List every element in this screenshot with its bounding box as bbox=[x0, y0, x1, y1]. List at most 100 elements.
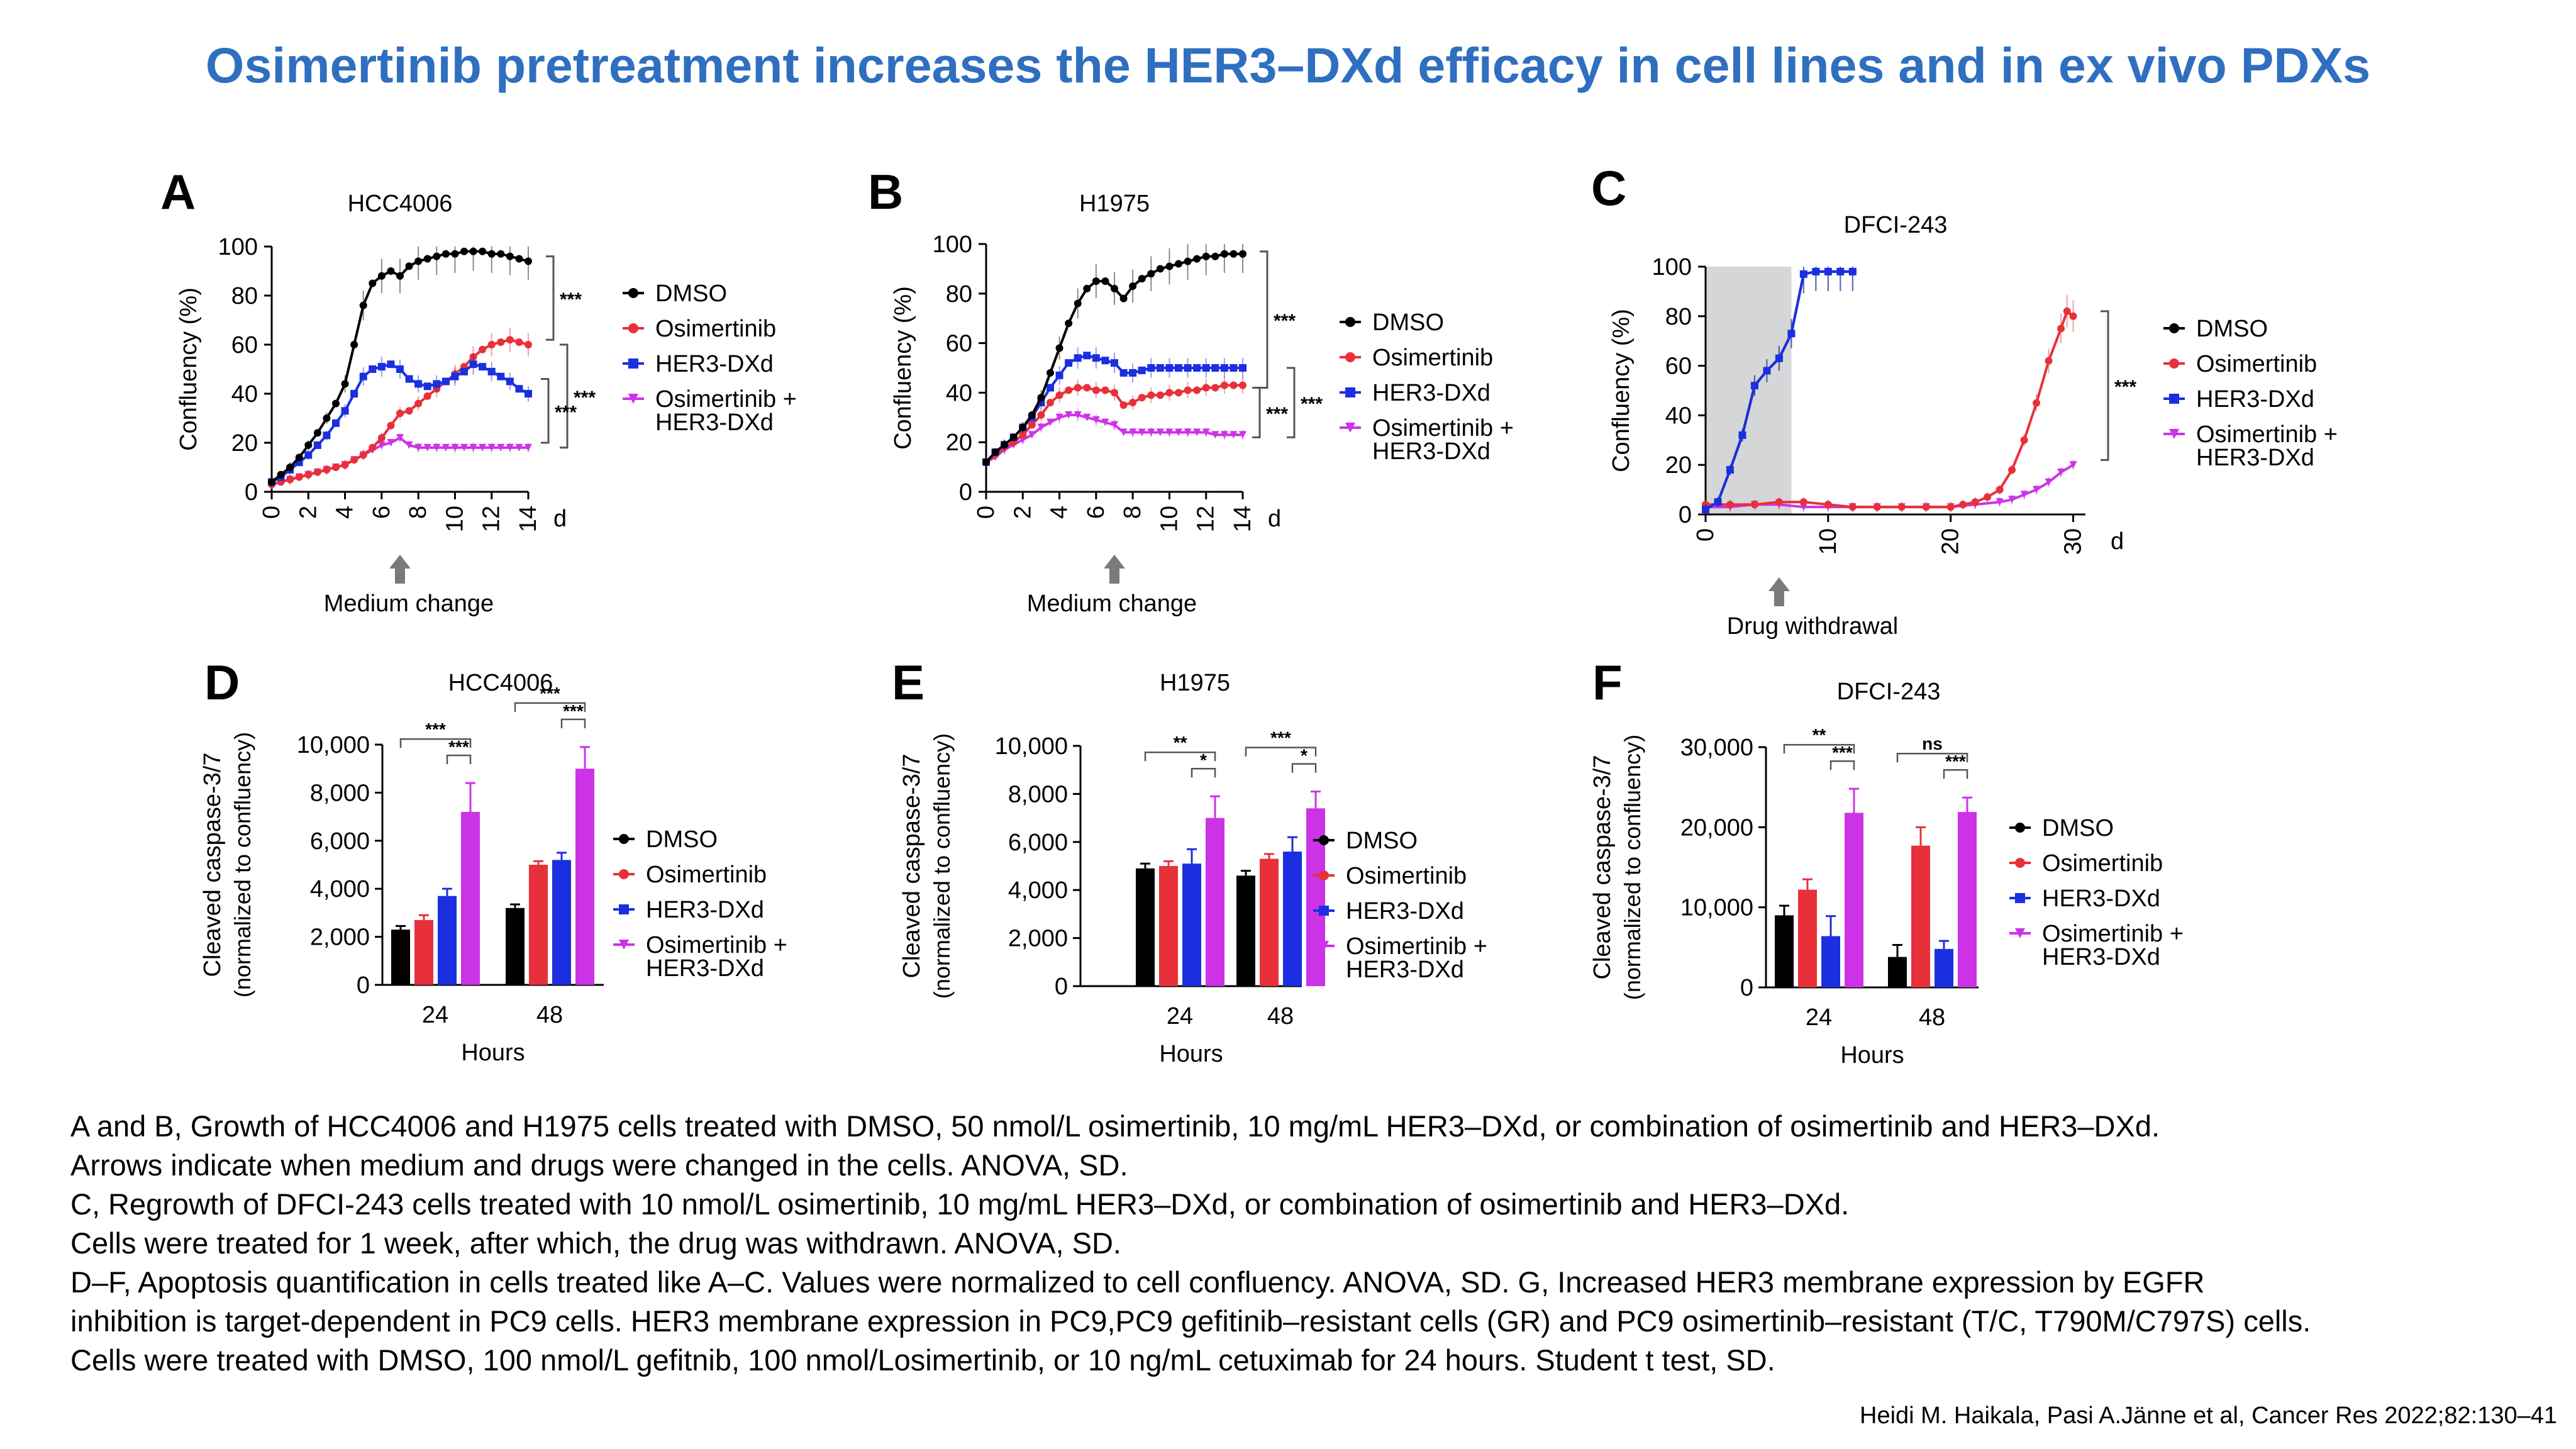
data-point bbox=[1763, 367, 1771, 375]
bar bbox=[575, 769, 594, 985]
legend-label: Osimertinib bbox=[1372, 345, 1493, 371]
data-point bbox=[479, 363, 487, 371]
x-unit-label: d bbox=[1268, 506, 1281, 532]
data-point bbox=[1147, 391, 1155, 399]
data-point bbox=[1824, 267, 1832, 275]
y-tick-label: 10,000 bbox=[1680, 895, 1753, 921]
data-point bbox=[1083, 384, 1091, 392]
legend-label: Osimertinib bbox=[2196, 351, 2317, 377]
bar bbox=[1260, 858, 1279, 986]
citation: Heidi M. Haikala, Pasi A.Jänne et al, Ca… bbox=[1860, 1402, 2557, 1429]
data-point bbox=[515, 443, 523, 452]
y-tick-label: 10,000 bbox=[995, 733, 1068, 760]
data-point bbox=[1165, 389, 1174, 397]
x-tick-label: 10 bbox=[441, 506, 468, 532]
data-point bbox=[387, 360, 395, 369]
data-point bbox=[1175, 428, 1182, 436]
data-point bbox=[1726, 501, 1734, 509]
data-point bbox=[506, 336, 514, 344]
significance-label: *** bbox=[540, 684, 560, 703]
legend-marker bbox=[2015, 928, 2025, 938]
data-point bbox=[1239, 431, 1246, 439]
x-tick-label: 14 bbox=[515, 506, 541, 532]
data-point bbox=[1799, 498, 1807, 506]
legend-label: Osimertinib bbox=[1346, 863, 1467, 889]
data-point bbox=[1220, 250, 1228, 258]
data-point bbox=[396, 272, 404, 280]
data-point bbox=[1211, 384, 1219, 392]
legend-marker bbox=[628, 323, 638, 333]
y-tick-label: 100 bbox=[1652, 254, 1692, 280]
x-tick-label: 4 bbox=[1046, 506, 1073, 519]
data-point bbox=[1897, 503, 1906, 511]
bar bbox=[1911, 845, 1930, 987]
data-point bbox=[304, 470, 313, 479]
data-point bbox=[982, 458, 990, 466]
data-point bbox=[396, 409, 404, 418]
chart-title: HCC4006 bbox=[448, 670, 553, 696]
data-point bbox=[506, 443, 514, 452]
y-tick-label: 100 bbox=[218, 234, 258, 260]
data-point bbox=[350, 456, 358, 464]
y-tick-label: 40 bbox=[1665, 402, 1692, 429]
legend-label: Osimertinib bbox=[2042, 850, 2163, 877]
x-tick-label: 48 bbox=[536, 1002, 563, 1028]
data-point bbox=[1111, 284, 1118, 292]
data-point bbox=[1019, 431, 1027, 439]
data-point bbox=[423, 382, 431, 391]
data-point bbox=[295, 473, 303, 481]
significance-bracket bbox=[541, 378, 550, 444]
data-point bbox=[1211, 364, 1219, 372]
data-point bbox=[1037, 411, 1045, 419]
data-point bbox=[1202, 428, 1210, 436]
data-point bbox=[2020, 436, 2028, 444]
bar bbox=[1136, 868, 1155, 986]
data-point bbox=[304, 451, 313, 459]
y-tick-label: 10,000 bbox=[297, 732, 370, 758]
data-point bbox=[451, 372, 459, 380]
significance-label: * bbox=[1200, 750, 1207, 770]
data-point bbox=[1156, 391, 1164, 399]
legend-label: DMSO bbox=[2196, 316, 2268, 342]
data-point bbox=[1193, 364, 1201, 372]
data-point bbox=[2008, 496, 2016, 504]
data-point bbox=[1037, 394, 1045, 402]
data-point bbox=[1726, 466, 1734, 474]
legend-label: Osimertinib bbox=[646, 862, 767, 888]
y-tick-label: 40 bbox=[231, 381, 258, 408]
significance-label: *** bbox=[1945, 752, 1966, 771]
data-point bbox=[1119, 401, 1128, 409]
data-point bbox=[1101, 357, 1109, 365]
data-point bbox=[1211, 252, 1219, 260]
data-point bbox=[1165, 428, 1174, 436]
data-point bbox=[387, 267, 395, 275]
significance-label: *** bbox=[1266, 404, 1288, 425]
data-point bbox=[469, 360, 477, 369]
bar bbox=[1306, 808, 1325, 986]
data-point bbox=[1111, 389, 1118, 397]
legend-marker bbox=[1345, 317, 1355, 327]
significance-label: *** bbox=[1301, 394, 1323, 414]
significance-label: ** bbox=[1174, 733, 1187, 752]
significance-bracket bbox=[2101, 310, 2109, 461]
data-point bbox=[1184, 364, 1192, 372]
y-axis-label-secondary: (normalized to confluency) bbox=[1619, 735, 1645, 1000]
panel-letter: F bbox=[1592, 655, 1623, 710]
data-point bbox=[1184, 257, 1192, 265]
data-point bbox=[469, 443, 477, 452]
data-point bbox=[1230, 431, 1238, 439]
legend-label: DMSO bbox=[1372, 309, 1444, 336]
data-point bbox=[1129, 369, 1137, 377]
data-point bbox=[1065, 359, 1073, 367]
bar bbox=[414, 919, 433, 985]
data-point bbox=[1239, 381, 1246, 389]
data-point bbox=[1119, 428, 1128, 436]
data-point bbox=[1138, 275, 1146, 283]
x-tick-label: 8 bbox=[1119, 506, 1146, 519]
significance-label: *** bbox=[2114, 377, 2136, 397]
legend-marker bbox=[619, 834, 629, 844]
data-point bbox=[1750, 382, 1758, 390]
legend-marker bbox=[1319, 835, 1329, 845]
data-point bbox=[1147, 364, 1155, 372]
